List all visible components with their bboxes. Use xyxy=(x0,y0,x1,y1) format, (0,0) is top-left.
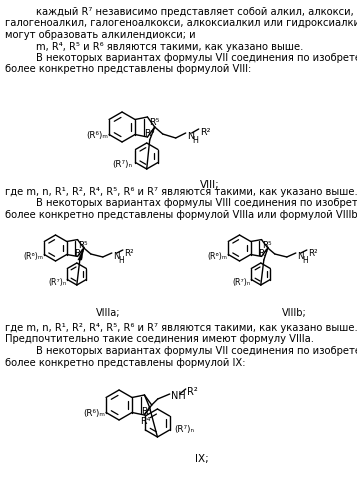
Text: VIIIb;: VIIIb; xyxy=(282,308,307,318)
Text: (R⁶)ₘ: (R⁶)ₘ xyxy=(207,252,227,261)
Text: где m, n, R¹, R², R⁴, R⁵, R⁶ и R⁷ являются такими, как указано выше.: где m, n, R¹, R², R⁴, R⁵, R⁶ и R⁷ являют… xyxy=(5,323,357,333)
Text: В некоторых вариантах формулы VIII соединения по изобретению могут быть: В некоторых вариантах формулы VIII соеди… xyxy=(36,198,357,208)
Text: R²: R² xyxy=(200,128,210,137)
Text: R⁵: R⁵ xyxy=(141,407,152,416)
Text: более конкретно представлены формулой VIIIa или формулой VIIIb:: более конкретно представлены формулой VI… xyxy=(5,210,357,220)
Text: В некоторых вариантах формулы VII соединения по изобретению могут быть: В некоторых вариантах формулы VII соедин… xyxy=(36,346,357,356)
Text: R⁴: R⁴ xyxy=(145,129,155,138)
Text: (R⁷)ₙ: (R⁷)ₙ xyxy=(49,278,67,287)
Text: (R⁶)ₘ: (R⁶)ₘ xyxy=(83,409,105,418)
Text: каждый R⁷ независимо представляет собой алкил, алкокси, циано, галоген,: каждый R⁷ независимо представляет собой … xyxy=(36,7,357,17)
Text: R⁵: R⁵ xyxy=(262,240,272,250)
Text: (R⁶)ₘ: (R⁶)ₘ xyxy=(24,252,44,261)
Text: где m, n, R¹, R², R⁴, R⁵, R⁶ и R⁷ являются такими, как указано выше.: где m, n, R¹, R², R⁴, R⁵, R⁶ и R⁷ являют… xyxy=(5,187,357,197)
Text: H: H xyxy=(302,256,308,265)
Text: H: H xyxy=(193,136,198,145)
Polygon shape xyxy=(78,248,84,260)
Text: (R⁷)ₙ: (R⁷)ₙ xyxy=(175,425,195,434)
Text: R²: R² xyxy=(124,249,134,258)
Text: N: N xyxy=(113,252,119,261)
Text: m, R⁴, R⁵ и R⁶ являются такими, как указано выше.: m, R⁴, R⁵ и R⁶ являются такими, как указ… xyxy=(36,42,303,51)
Text: R²: R² xyxy=(308,249,317,258)
Text: галогеноалкил, галогеноалкокси, алкоксиалкил или гидроксиалкил, либо два из R⁷: галогеноалкил, галогеноалкокси, алкоксиа… xyxy=(5,18,357,28)
Text: (R⁷)ₙ: (R⁷)ₙ xyxy=(113,160,133,169)
Text: N: N xyxy=(187,132,194,141)
Text: более конкретно представлены формулой IX:: более конкретно представлены формулой IX… xyxy=(5,358,246,368)
Text: могут образовать алкилендиокси; и: могут образовать алкилендиокси; и xyxy=(5,30,196,40)
Text: В некоторых вариантах формулы VII соединения по изобретению могут быть: В некоторых вариантах формулы VII соедин… xyxy=(36,53,357,63)
Text: VIIIa;: VIIIa; xyxy=(96,308,121,318)
Text: R⁵: R⁵ xyxy=(150,118,160,127)
Text: VIII;: VIII; xyxy=(200,180,220,190)
Text: H: H xyxy=(118,256,124,265)
Text: R²: R² xyxy=(187,387,197,397)
Text: (R⁷)ₙ: (R⁷)ₙ xyxy=(233,278,251,287)
Text: R⁴: R⁴ xyxy=(75,250,84,258)
Text: (R⁶)ₘ: (R⁶)ₘ xyxy=(86,131,108,140)
Text: более конкретно представлены формулой VIII:: более конкретно представлены формулой VI… xyxy=(5,64,251,74)
Text: IX;: IX; xyxy=(195,454,209,464)
Text: Предпочтительно такие соединения имеют формулу VIIIa.: Предпочтительно такие соединения имеют ф… xyxy=(5,334,314,344)
Text: R⁵: R⁵ xyxy=(79,240,88,250)
Text: R⁴: R⁴ xyxy=(258,250,268,258)
Text: N: N xyxy=(297,252,303,261)
Text: NH: NH xyxy=(171,391,185,401)
Text: R⁴: R⁴ xyxy=(140,417,150,426)
